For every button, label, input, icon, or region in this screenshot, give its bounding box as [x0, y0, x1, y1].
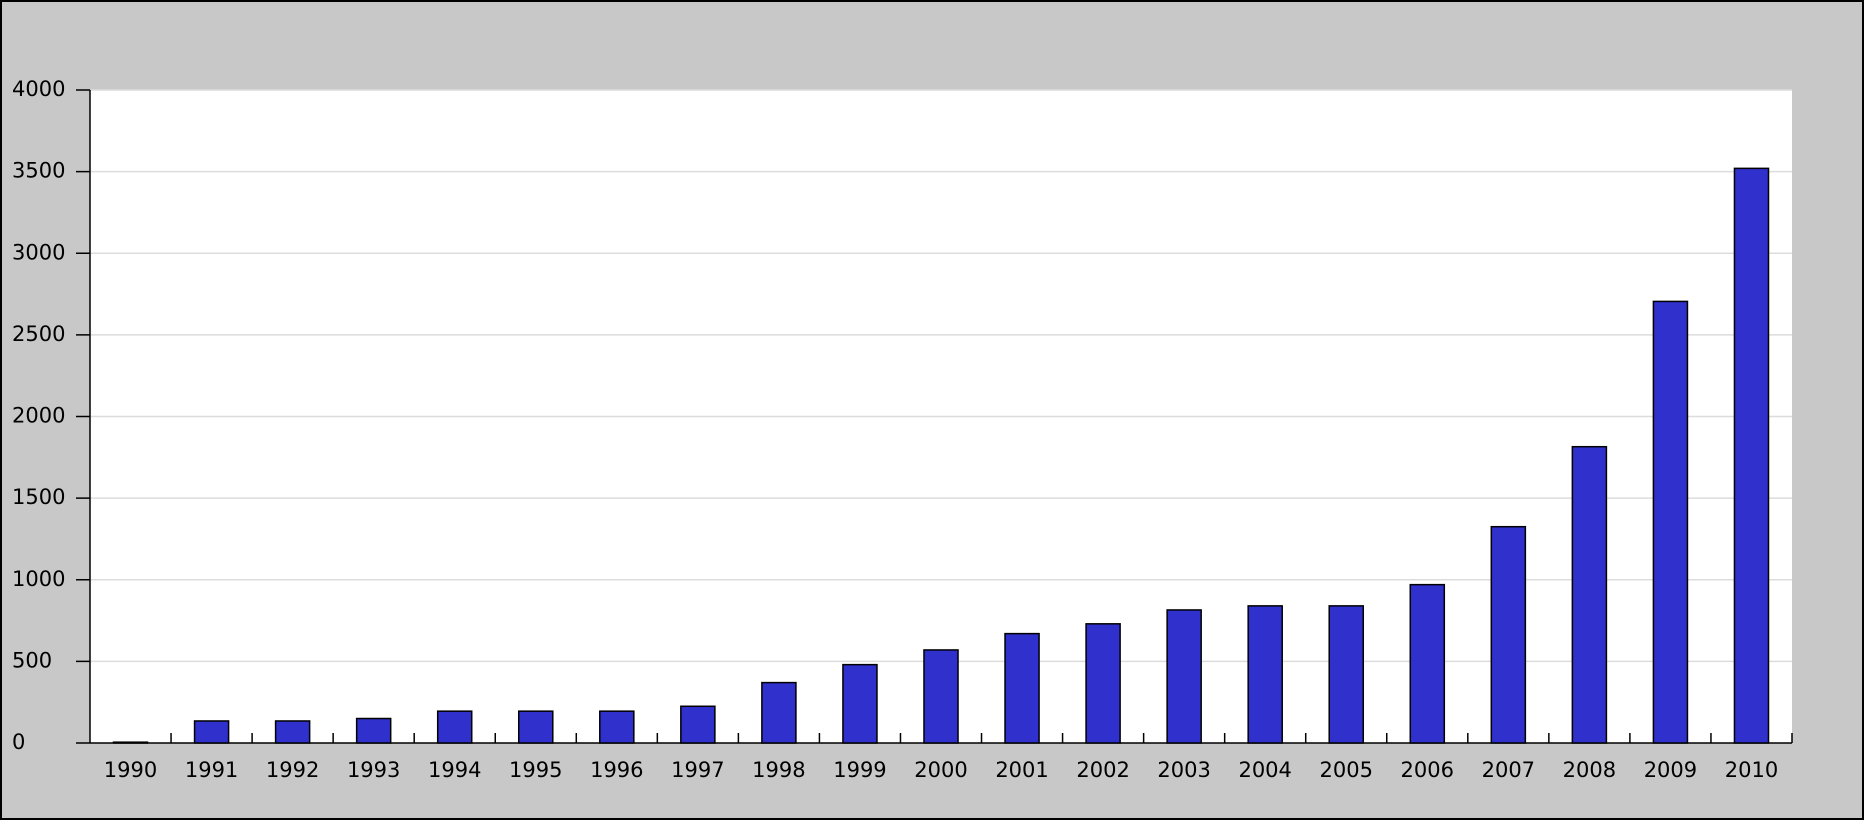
y-tick-label: 2500 [12, 322, 65, 346]
x-tick-label: 1995 [509, 758, 562, 782]
bar [274, 720, 311, 744]
x-tick-label: 1990 [104, 758, 157, 782]
x-tick-label: 1994 [428, 758, 481, 782]
bar [761, 681, 797, 744]
bar [436, 710, 473, 744]
bar [112, 741, 149, 744]
bar [1409, 583, 1446, 744]
x-tick-label: 2006 [1401, 758, 1454, 782]
x-tick-label: 2004 [1238, 758, 1291, 782]
bar [842, 663, 878, 744]
x-tick-label: 2008 [1563, 758, 1616, 782]
bar [1733, 167, 1770, 744]
y-tick-label: 4000 [12, 77, 65, 101]
bar [1004, 632, 1040, 744]
bar [1571, 445, 1608, 744]
x-tick-label: 1992 [266, 758, 319, 782]
x-tick-label: 1996 [590, 758, 643, 782]
bar [1166, 609, 1202, 744]
y-tick-label: 3500 [12, 159, 65, 183]
bar [1328, 605, 1365, 744]
bar [1490, 525, 1527, 744]
bar [517, 710, 554, 744]
x-tick-label: 2009 [1644, 758, 1697, 782]
x-tick-label: 1998 [752, 758, 805, 782]
x-tick-label: 1997 [671, 758, 724, 782]
bar [355, 717, 392, 744]
x-tick-label: 1999 [833, 758, 886, 782]
x-tick-label: 2005 [1320, 758, 1373, 782]
bar [923, 649, 959, 744]
bar [680, 705, 716, 744]
y-tick-label: 0 [12, 730, 25, 754]
bar [599, 710, 635, 744]
x-tick-label: 1993 [347, 758, 400, 782]
x-tick-label: 2007 [1482, 758, 1535, 782]
bar [1247, 605, 1283, 744]
bar [1085, 623, 1121, 744]
bar [193, 720, 230, 744]
x-tick-label: 2010 [1725, 758, 1778, 782]
bar [1652, 300, 1689, 744]
x-tick-label: 2000 [914, 758, 967, 782]
x-tick-label: 2001 [995, 758, 1048, 782]
y-tick-label: 3000 [12, 240, 65, 264]
y-tick-label: 500 [12, 648, 52, 672]
x-tick-label: 2002 [1076, 758, 1129, 782]
x-tick-label: 2003 [1157, 758, 1210, 782]
y-tick-label: 2000 [12, 404, 65, 428]
y-tick-label: 1000 [12, 567, 65, 591]
y-tick-label: 1500 [12, 485, 65, 509]
x-tick-label: 1991 [185, 758, 238, 782]
